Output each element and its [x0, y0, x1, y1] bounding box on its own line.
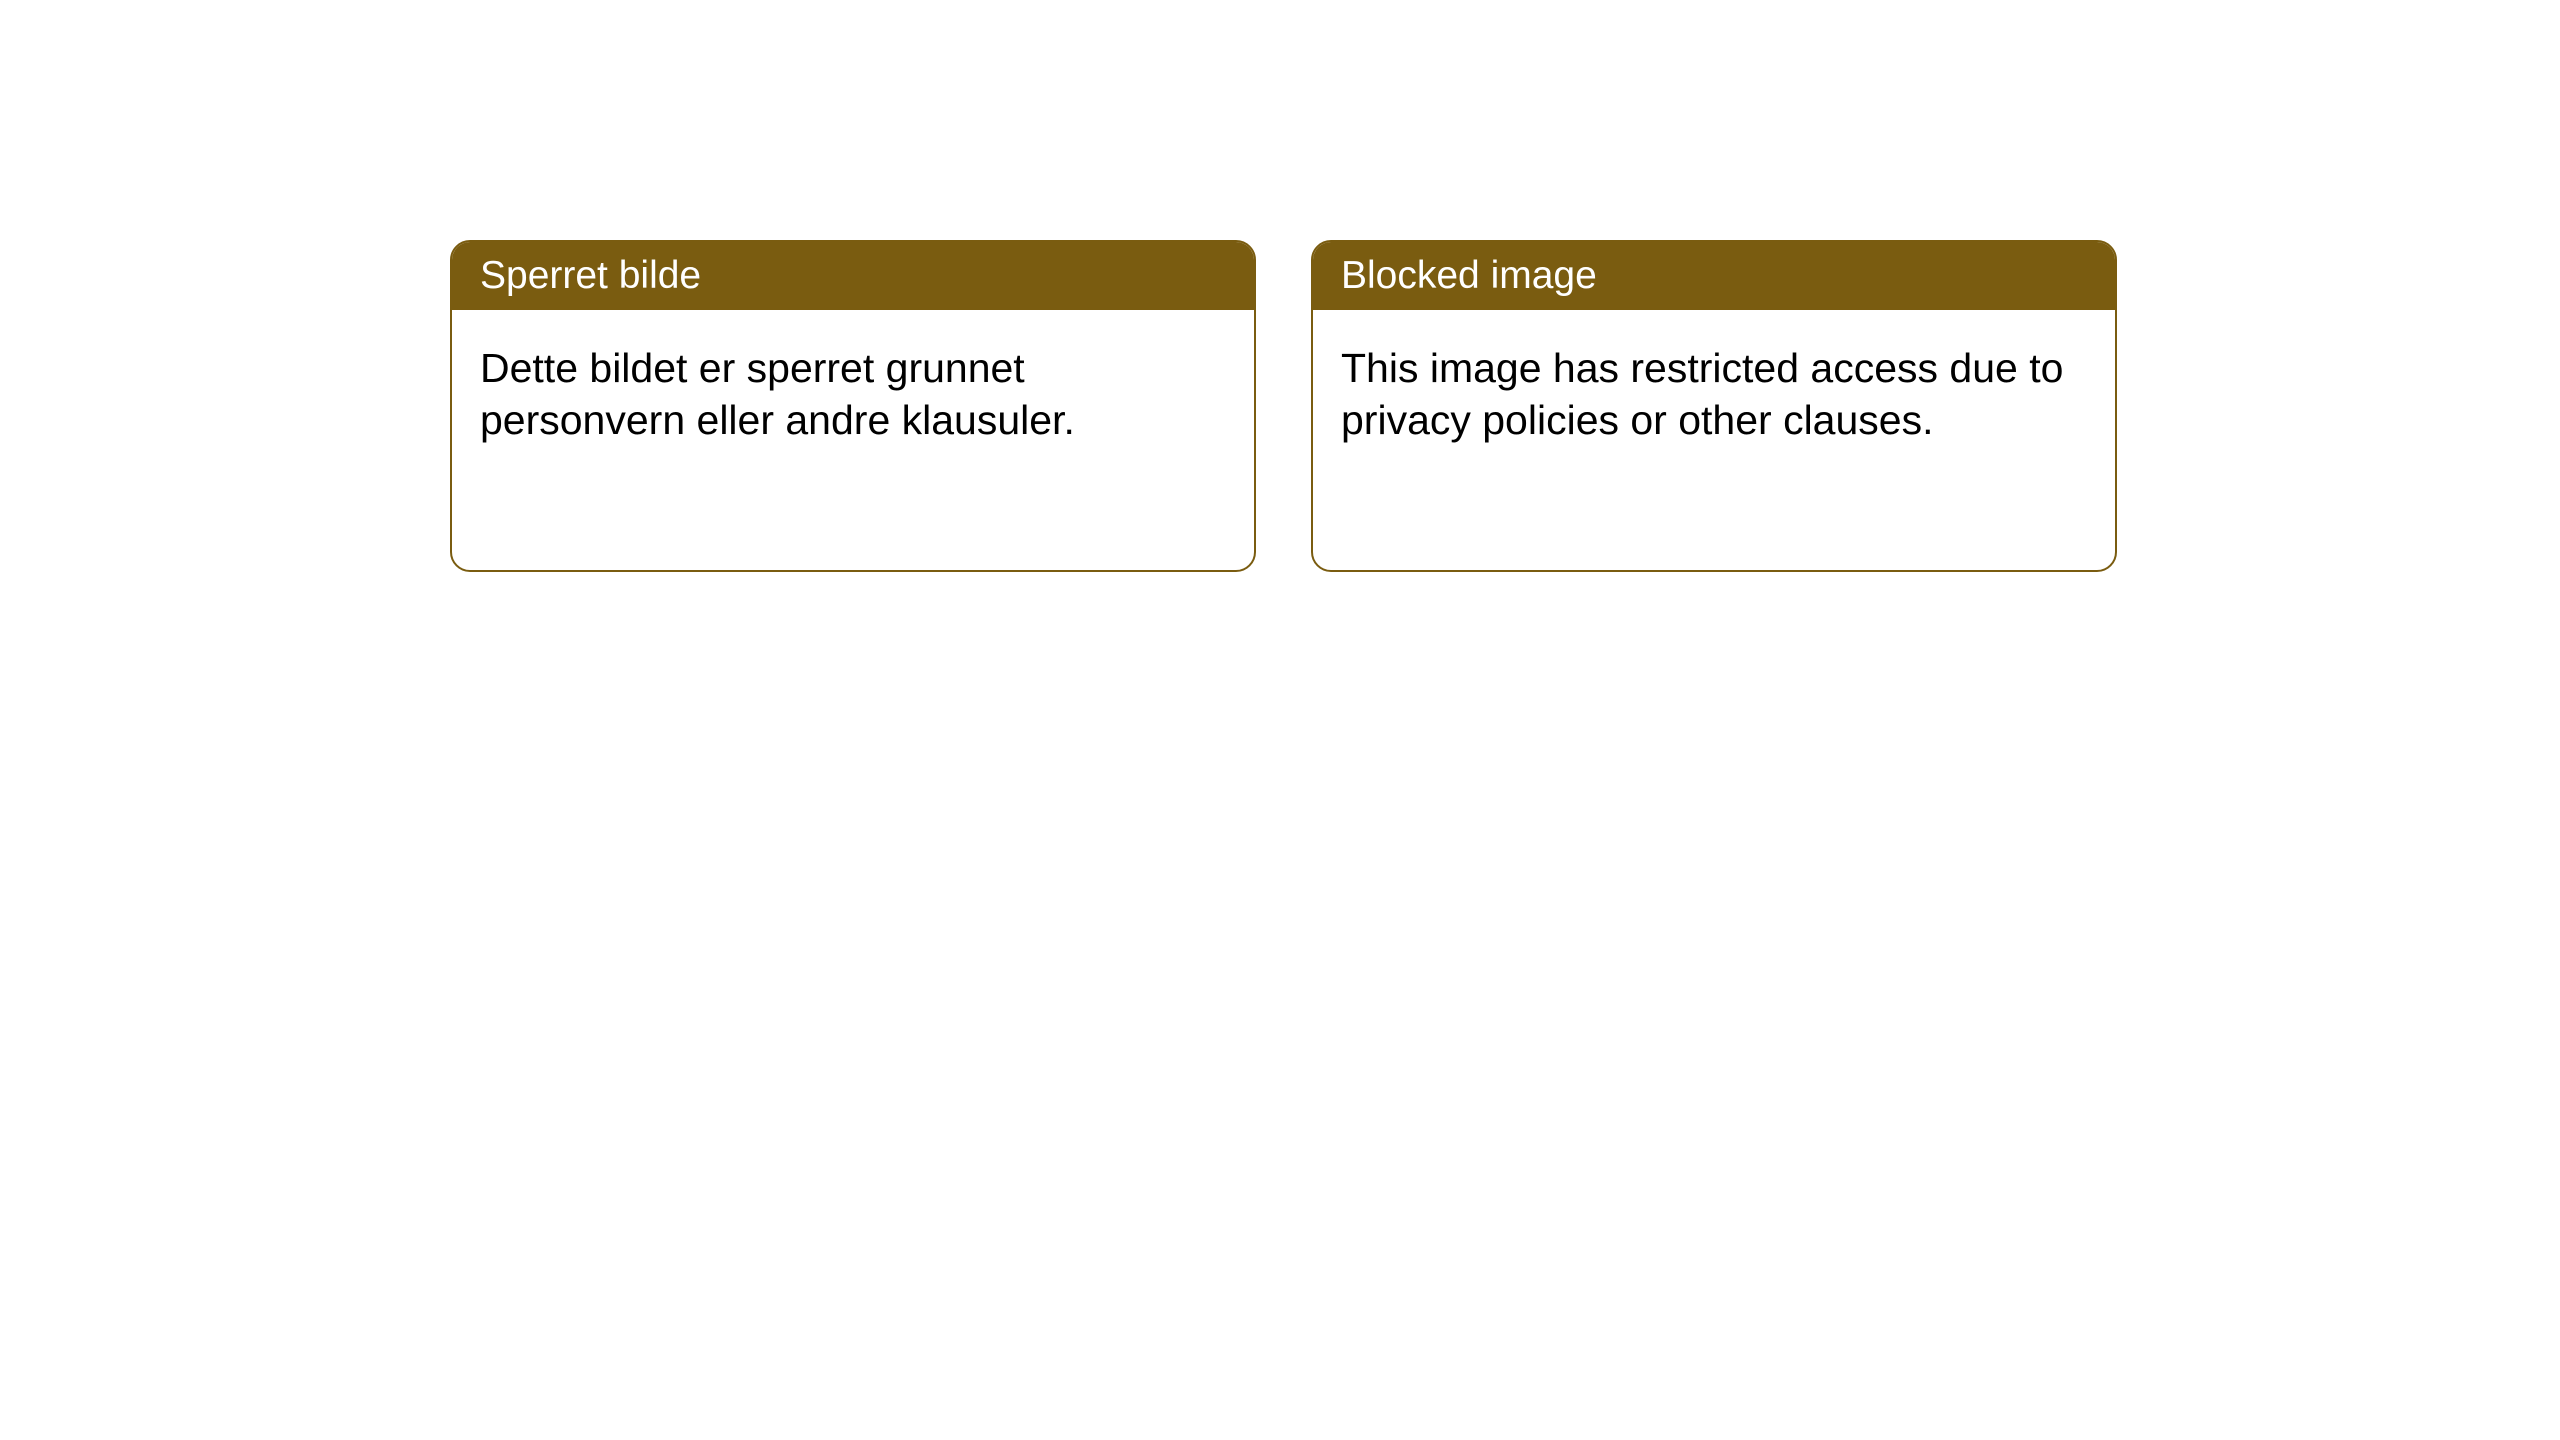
notice-card-title: Blocked image	[1341, 254, 1597, 297]
notice-card-title: Sperret bilde	[480, 254, 701, 297]
notice-cards-container: Sperret bilde Dette bildet er sperret gr…	[450, 240, 2117, 572]
notice-card-norwegian: Sperret bilde Dette bildet er sperret gr…	[450, 240, 1256, 572]
notice-card-header: Sperret bilde	[452, 242, 1254, 310]
notice-card-body: This image has restricted access due to …	[1313, 310, 2115, 479]
notice-card-text: This image has restricted access due to …	[1341, 345, 2063, 443]
notice-card-body: Dette bildet er sperret grunnet personve…	[452, 310, 1254, 479]
notice-card-text: Dette bildet er sperret grunnet personve…	[480, 345, 1075, 443]
notice-card-english: Blocked image This image has restricted …	[1311, 240, 2117, 572]
notice-card-header: Blocked image	[1313, 242, 2115, 310]
